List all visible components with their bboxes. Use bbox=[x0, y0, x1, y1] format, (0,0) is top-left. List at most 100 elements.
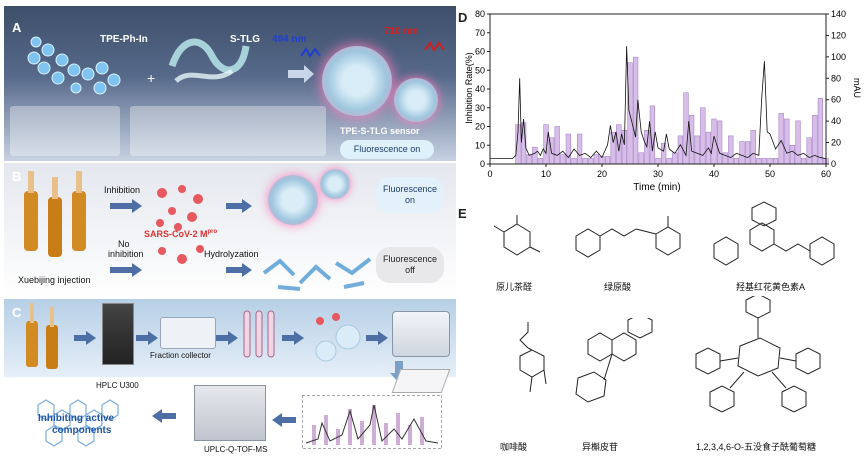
compound-name-4: 咖啡酸 bbox=[500, 442, 528, 452]
y-right-tick-label: 40 bbox=[831, 116, 841, 126]
y-right-tick-label: 120 bbox=[831, 30, 846, 40]
inhibition-bar bbox=[694, 135, 700, 165]
excitation-wavelength: 494 nm bbox=[272, 34, 307, 45]
target-protease: SARS-CoV-2 Mpro bbox=[144, 229, 217, 239]
fluorescence-on-line-1: Fluorescence bbox=[382, 184, 438, 194]
uplc-ms-instrument bbox=[194, 385, 266, 441]
molecule2-name: S-TLG bbox=[230, 34, 260, 45]
inhibition-bar bbox=[772, 158, 779, 165]
no-inhibition-label-2: inhibition bbox=[108, 249, 144, 259]
y-tick-label: 70 bbox=[475, 28, 485, 38]
compound-name-3: 羟基红花黄色素A bbox=[736, 282, 806, 292]
y-right-tick-label: 20 bbox=[831, 138, 841, 148]
molecule1-name: TPE-Ph-In bbox=[100, 34, 148, 45]
x-tick-label: 0 bbox=[487, 169, 492, 179]
hydrolyzation-label: Hydrolyzation bbox=[204, 249, 259, 259]
inhibition-bar bbox=[526, 154, 532, 165]
inhibition-bar bbox=[806, 137, 812, 165]
chemical-structure-box-right bbox=[130, 106, 326, 156]
fluorescent-cluster-2 bbox=[320, 169, 350, 199]
inhibition-bar bbox=[750, 130, 756, 165]
inhibition-bar bbox=[666, 158, 672, 165]
y-tick-label: 40 bbox=[475, 84, 485, 94]
inhibition-bar bbox=[733, 158, 740, 165]
y-right-tick-label: 100 bbox=[831, 52, 846, 62]
fraction-collector-instrument bbox=[160, 317, 216, 349]
y-axis-label: Inhibition Rate(%) bbox=[464, 52, 474, 124]
arrow-icon bbox=[216, 331, 238, 345]
y-right-tick-label: 60 bbox=[831, 95, 841, 105]
panel-b: B Xuebijing injection Inhibition No inhi… bbox=[4, 163, 456, 297]
microplate bbox=[391, 369, 451, 393]
x-tick-label: 60 bbox=[821, 169, 831, 179]
y-right-tick-label: 0 bbox=[831, 159, 836, 169]
compound-name-1: 原儿茶醛 bbox=[496, 282, 533, 292]
plot-frame bbox=[489, 13, 827, 165]
inhibition-bar bbox=[812, 115, 818, 165]
inhibition-bar bbox=[817, 98, 824, 165]
inhibition-bar bbox=[784, 118, 790, 165]
chemical-structure-box-left bbox=[10, 106, 120, 156]
pentagalloyl-glucose-structure bbox=[695, 296, 821, 413]
inhibition-bar bbox=[537, 158, 544, 165]
compound-name-2: 绿原酸 bbox=[604, 282, 632, 292]
emission-wave-icon bbox=[424, 41, 445, 52]
arrow-icon bbox=[366, 331, 388, 345]
fluorescence-off-line-2: off bbox=[405, 265, 415, 275]
protease-particles-graphic-lower bbox=[158, 245, 204, 264]
panel-c: C HPLC U300 Fraction collector bbox=[4, 299, 456, 459]
fluorescence-on-badge: Fluorescence on bbox=[376, 177, 444, 213]
reaction-particles-graphic bbox=[315, 313, 361, 362]
inhibition-bar bbox=[789, 145, 796, 165]
panel-c-label: C bbox=[12, 305, 22, 320]
y-tick-label: 10 bbox=[475, 140, 485, 150]
inhibition-label: Inhibition bbox=[104, 185, 141, 195]
panel-a-label: A bbox=[12, 20, 22, 35]
inhibition-bar bbox=[767, 158, 773, 165]
fluorescence-on-badge: Fluorescence on bbox=[340, 140, 434, 159]
y-right-tick-label: 140 bbox=[831, 9, 846, 19]
y-tick-label: 30 bbox=[475, 103, 485, 113]
inhibition-bar bbox=[554, 126, 560, 165]
caffeic-acid-structure bbox=[519, 322, 547, 393]
panel-d-label: D bbox=[458, 10, 468, 25]
inhibition-bar bbox=[761, 158, 768, 165]
inhibition-bar bbox=[560, 154, 566, 165]
inhibition-bar bbox=[565, 133, 572, 165]
inhibition-bar bbox=[677, 135, 684, 165]
inhibition-bar bbox=[728, 135, 734, 165]
inhibition-bar bbox=[660, 143, 667, 165]
y-axis-right-label: mAU bbox=[852, 78, 862, 98]
fluorescence-off-badge: Fluorescence off bbox=[376, 247, 444, 283]
inhibition-bar bbox=[778, 113, 784, 165]
emission-wavelength: 710 nm bbox=[384, 26, 419, 37]
plus-sign: + bbox=[147, 70, 156, 86]
chlorogenic-acid-structure bbox=[575, 216, 681, 258]
fluorescent-cluster-1 bbox=[268, 175, 318, 225]
hplc-label: HPLC U300 bbox=[96, 381, 139, 390]
x-tick-label: 50 bbox=[765, 169, 775, 179]
inhibition-bar bbox=[739, 141, 745, 165]
x-tick-label: 20 bbox=[597, 169, 607, 179]
tpe-ph-in-molecule-graphic bbox=[27, 36, 121, 95]
x-axis-label: Time (min) bbox=[633, 182, 680, 193]
x-tick-label: 40 bbox=[709, 169, 719, 179]
panel-a: A TPE-Ph-In + S-TLG 494 nm 710 nm TPE-S-… bbox=[4, 6, 456, 161]
inhibition-bar bbox=[593, 154, 600, 165]
arrow-icon bbox=[282, 331, 304, 345]
protocatechuic-aldehyde-structure bbox=[493, 215, 541, 256]
inhibition-bar bbox=[543, 124, 549, 165]
y-tick-label: 0 bbox=[480, 159, 485, 169]
excitation-wave-icon bbox=[300, 47, 321, 58]
sample-name: Xuebijing injection bbox=[18, 275, 91, 285]
hydroxysafflor-yellow-a-structure bbox=[713, 201, 835, 266]
x-tick-label: 10 bbox=[541, 169, 551, 179]
mini-bar-chart-graphic bbox=[302, 395, 442, 449]
hplc-instrument bbox=[102, 303, 134, 365]
arrow-left-icon bbox=[152, 409, 176, 423]
inhibition-bar bbox=[532, 146, 538, 165]
compound-name-6: 1,2,3,4,6-O-五没食子酰葡萄糖 bbox=[696, 442, 817, 452]
collector-label: Fraction collector bbox=[150, 351, 211, 360]
arrow-left-icon bbox=[272, 413, 296, 427]
target-protease-sup: pro bbox=[207, 229, 218, 235]
